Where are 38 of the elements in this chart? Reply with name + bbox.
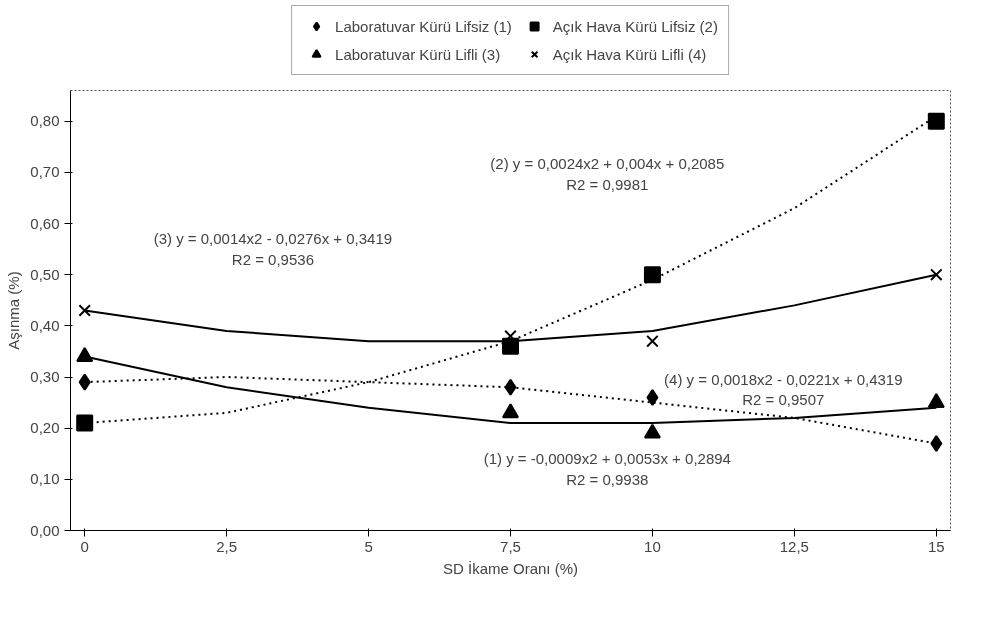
point xyxy=(646,334,659,348)
x-tick-label: 2,5 xyxy=(216,537,238,555)
y-tick-label: 0,40 xyxy=(30,316,60,334)
y-tick-label: 0,10 xyxy=(30,470,60,488)
annotation: (3) y = 0,0014x2 - 0,0276x + 0,3419 R2 = 0,9536 xyxy=(153,230,393,268)
point xyxy=(504,378,517,396)
point xyxy=(76,414,94,432)
point xyxy=(502,403,519,419)
point xyxy=(927,112,945,130)
x-tick-label: 15 xyxy=(927,537,945,555)
y-tick-label: 0,50 xyxy=(30,265,60,283)
annotation: (4) y = 0,0018x2 - 0,0221x + 0,4319 R2 = 0,9507 xyxy=(664,371,903,409)
y-tick-label: 0,30 xyxy=(30,368,60,386)
point xyxy=(930,435,943,453)
y-axis-title: Aşınma (%) xyxy=(5,271,23,350)
x-tick-label: 12,5 xyxy=(779,537,809,555)
x-axis-title: SD İkame Oranı (%) xyxy=(442,559,579,577)
point xyxy=(643,423,661,439)
point xyxy=(78,373,91,391)
y-tick-label: 0,00 xyxy=(30,521,60,539)
legend-label: Açık Hava Kürü Lifsiz (2) xyxy=(552,17,718,35)
x-tick-label: 7,5 xyxy=(500,537,521,555)
y-tick-label: 0,80 xyxy=(30,112,60,130)
point xyxy=(646,388,659,406)
y-tick-label: 0,20 xyxy=(30,419,60,437)
legend-label: Laboratuvar Kürü Lifli (3) xyxy=(335,45,501,63)
y-tick-label: 0,70 xyxy=(30,163,60,181)
y-tick-label: 0,60 xyxy=(30,214,60,232)
point xyxy=(78,304,91,317)
x-tick-label: 5 xyxy=(364,537,373,555)
legend-label: Laboratuvar Kürü Lifsiz (1) xyxy=(335,17,512,35)
annotation: (1) y = -0,0009x2 + 0,0053x + 0,2894 R2 = 0,9938 xyxy=(483,450,731,488)
point xyxy=(930,268,943,281)
x-tick-label: 0 xyxy=(80,537,89,555)
annotation: (2) y = 0,0024x2 + 0,004x + 0,2085 R2 = 0,9981 xyxy=(490,155,725,193)
legend-label: Açık Hava Kürü Lifli (4) xyxy=(552,45,707,63)
x-tick-label: 10 xyxy=(644,537,661,555)
point xyxy=(643,266,661,284)
